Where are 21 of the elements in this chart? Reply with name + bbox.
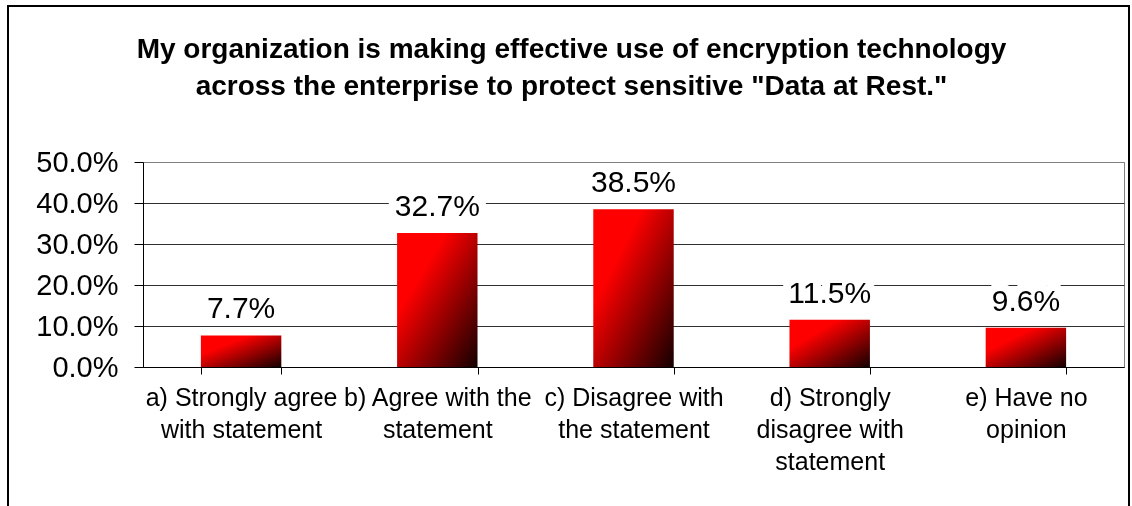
y-tick-label: 50.0% xyxy=(36,145,119,178)
x-tick-label: b) Agree with the statement xyxy=(343,382,532,443)
y-tick-label: 20.0% xyxy=(36,268,119,301)
y-tick-label: 30.0% xyxy=(36,227,119,260)
x-tick-label: e) Have no opinion xyxy=(965,382,1088,443)
chart-title: My organization is making effective use of encryption technology across the enterprise to protect sensitive "Data at Rest." xyxy=(136,33,1007,101)
y-tick-label: 0.0% xyxy=(52,350,119,383)
data-label: 11.5% xyxy=(788,275,872,309)
bar xyxy=(985,327,1067,367)
data-label: 38.5% xyxy=(590,165,677,199)
bar xyxy=(200,335,282,367)
bar xyxy=(789,319,870,367)
x-tick-label: a) Strongly agree with statement xyxy=(145,382,338,443)
data-label: 9.6% xyxy=(991,283,1061,317)
y-tick-label: 10.0% xyxy=(36,309,119,342)
x-tick-label: d) Strongly disagree with statement xyxy=(756,382,904,475)
y-tick-label: 40.0% xyxy=(36,186,119,219)
x-tick-label: c) Disagree with the statement xyxy=(544,382,724,443)
data-label: 7.7% xyxy=(206,291,276,325)
bar xyxy=(397,232,478,367)
bar xyxy=(593,209,674,367)
